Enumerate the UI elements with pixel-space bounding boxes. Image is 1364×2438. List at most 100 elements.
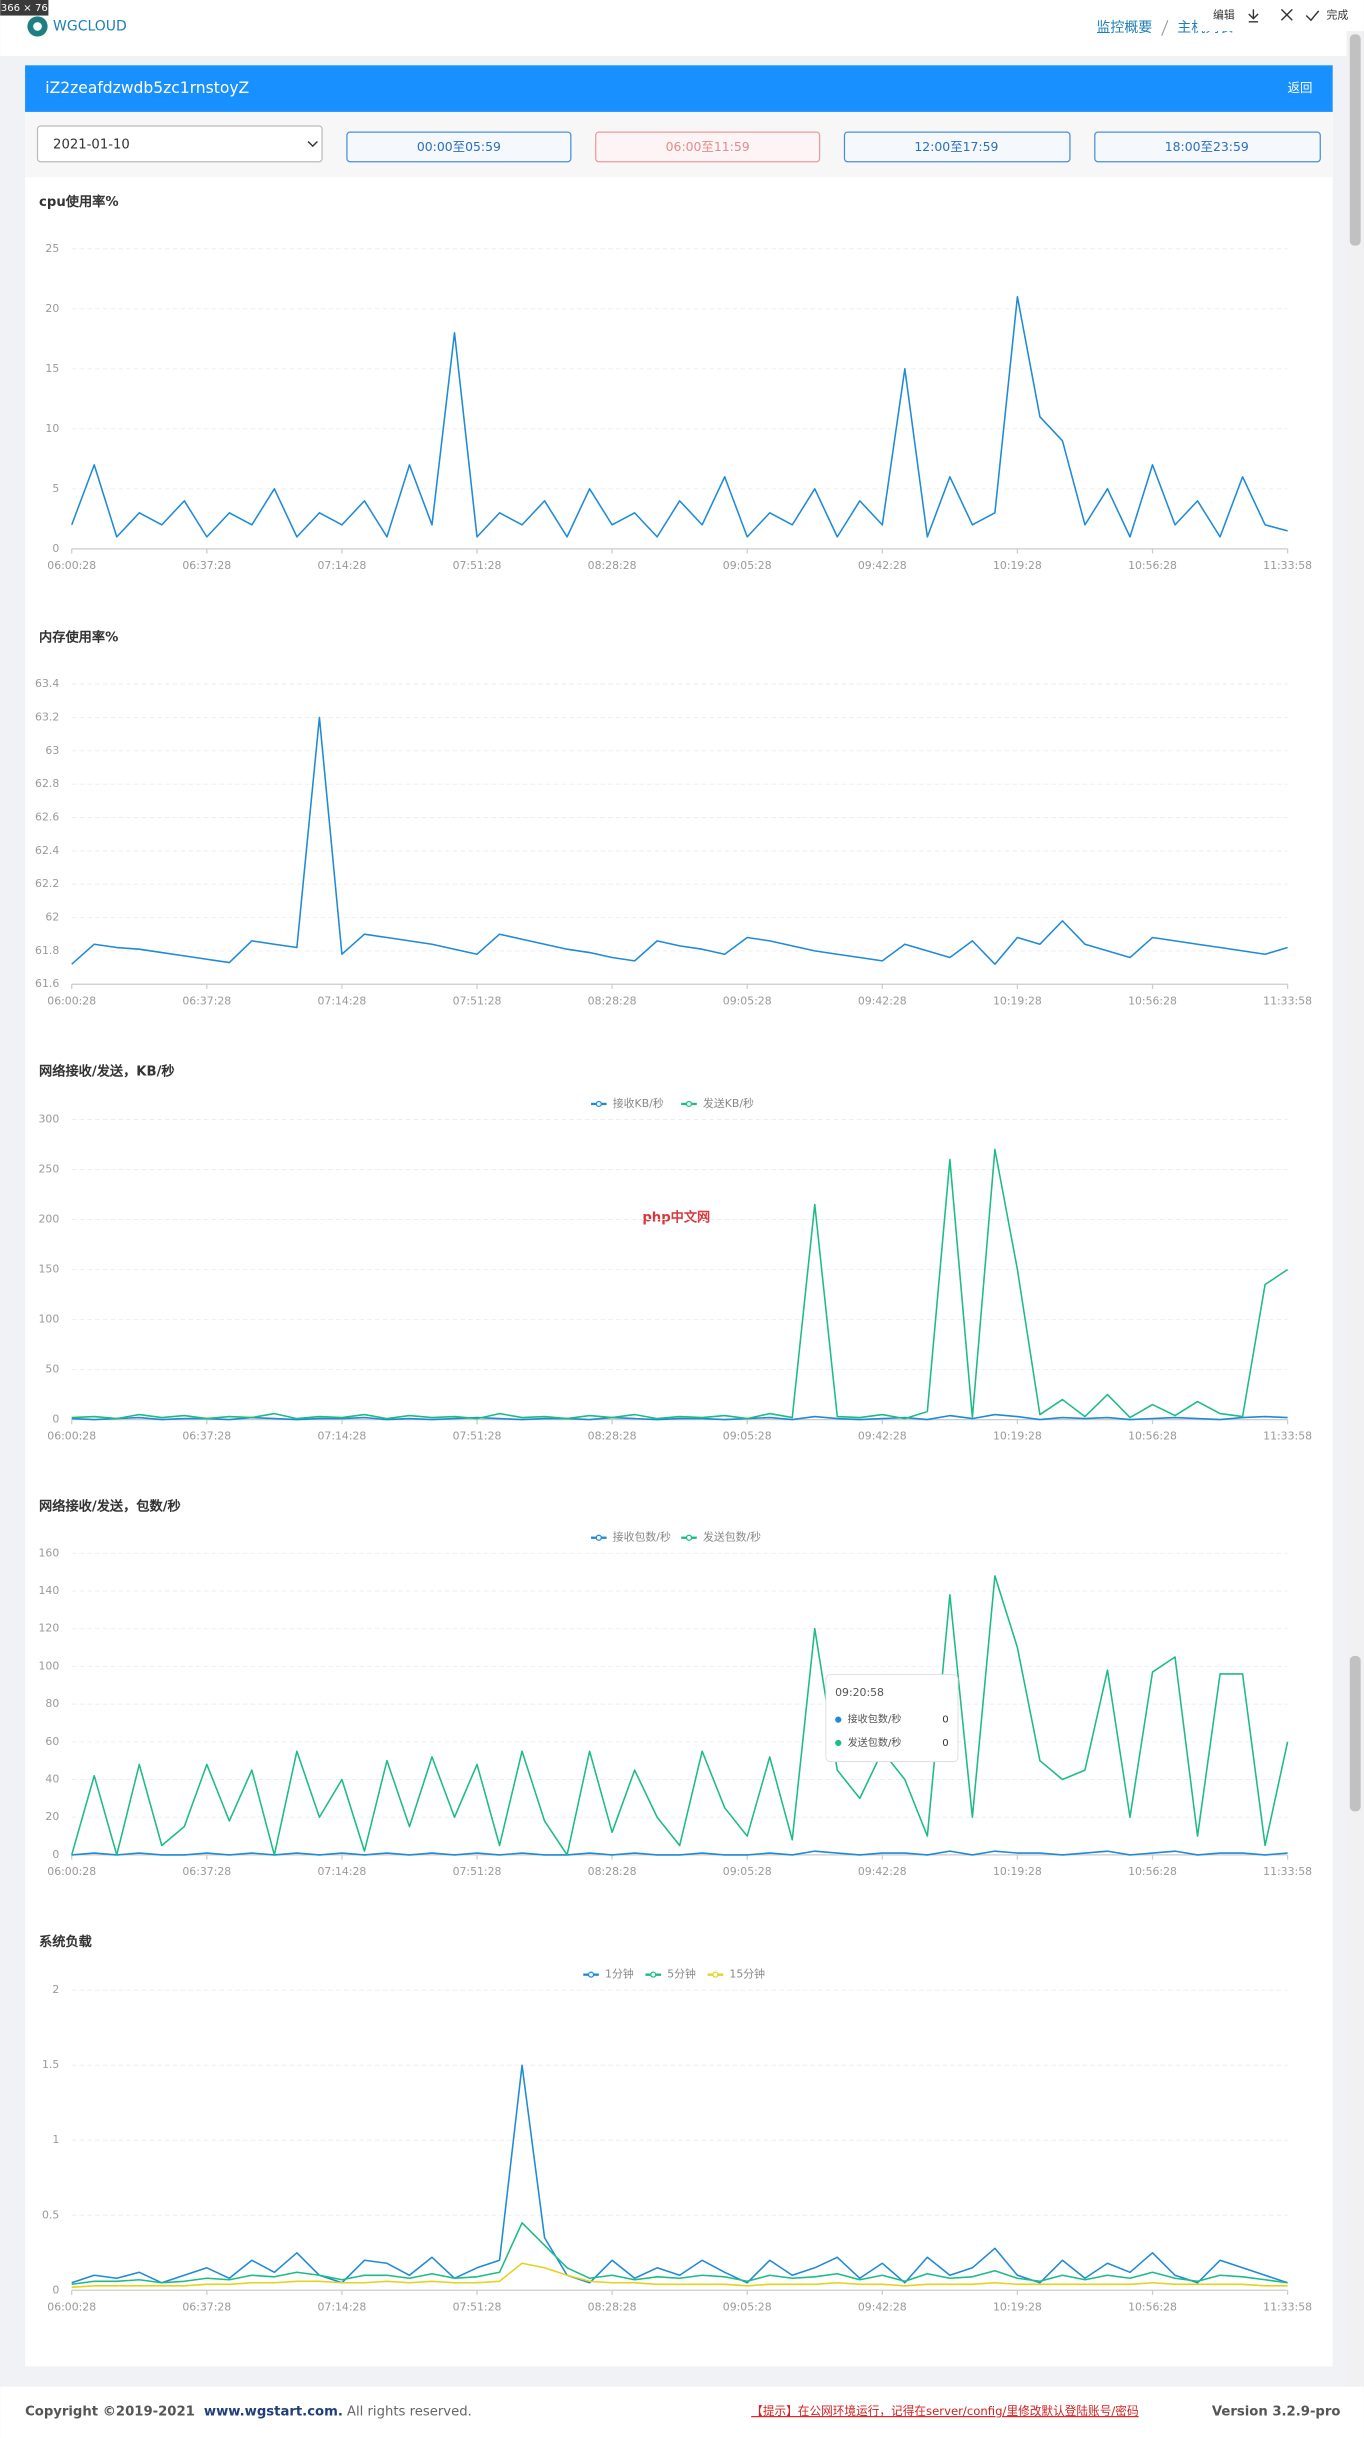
chart: 系统负载 0 0.5 1 1.5 2 06:00:28 06:37:28 07:14:28 07:… [39,1933,1312,2313]
y-tick-label: 63.2 [35,710,59,723]
tooltip-dot [835,1739,842,1747]
chart: 网络接收/发送，KB/秒 0 50 100 150 200 250 300 06:00:28 06… [39,1062,1313,1442]
x-tick-label: 07:14:28 [317,1865,366,1878]
x-tick-label: 06:37:28 [182,994,231,1007]
capture-toolbar [1197,0,1364,32]
x-tick-label: 09:42:28 [858,1865,907,1878]
x-tick-label: 11:33:58 [1263,1865,1312,1878]
range-button[interactable] [843,131,1071,163]
y-tick-label: 61.6 [35,977,59,990]
x-tick-label: 08:28:28 [588,2300,637,2313]
y-tick-label: 250 [39,1163,60,1176]
x-tick-label: 07:51:28 [453,994,502,1007]
range-button[interactable] [346,131,572,163]
x-tick-label: 11:33:58 [1263,994,1312,1007]
y-tick-label: 1 [52,2133,59,2146]
y-tick-label: 25 [45,242,59,255]
footer [0,2386,1364,2438]
y-tick-label: 15 [45,362,59,375]
legend-label: 发送包数/秒 [703,1530,761,1544]
x-tick-label: 09:05:28 [723,1865,772,1878]
x-tick-label: 06:37:28 [182,1865,231,1878]
chart: 内存使用率% 61.6 61.8 62 62.2 62.4 62.6 62.8 63 63.2 63… [35,628,1312,1007]
breadcrumb-separator [1161,20,1169,36]
x-tick-label: 10:19:28 [993,2300,1042,2313]
tooltip-title: 09:20:58 [835,1686,884,1699]
y-tick-label: 120 [39,1622,60,1635]
y-tick-label: 2 [52,1983,59,1996]
x-tick-label: 10:56:28 [1128,1430,1177,1443]
x-tick-label: 06:00:28 [47,1430,96,1443]
y-tick-label: 200 [39,1213,60,1226]
x-tick-label: 09:42:28 [858,559,907,572]
logo[interactable]: WGCLOUD [53,18,127,34]
legend-label: 1分钟 [605,1967,634,1981]
scrollbar-thumb[interactable] [1349,1655,1361,1812]
range-button-active[interactable] [595,131,821,163]
rights: All rights reserved. [347,2405,472,2420]
x-tick-label: 06:00:28 [47,1865,96,1878]
check-icon[interactable] [1305,10,1320,22]
x-tick-label: 06:37:28 [182,559,231,572]
y-tick-label: 20 [45,1810,59,1823]
y-tick-label: 61.8 [35,944,59,957]
legend-dot [595,1100,602,1108]
size-badge [0,0,49,16]
y-tick-label: 0.5 [42,2208,59,2221]
range-button[interactable] [1094,131,1321,163]
x-tick-label: 10:19:28 [993,1865,1042,1878]
x-tick-label: 10:19:28 [993,994,1042,1007]
x-tick-label: 08:28:28 [588,559,637,572]
chart-title: 网络接收/发送，KB/秒 [39,1062,175,1079]
legend-dot [712,1971,719,1978]
tip[interactable]: 【提示】在公网环境运行，记得在server/config/里修改默认登陆账号/密… [751,2404,1138,2418]
series-line [71,716,1288,965]
y-tick-label: 62.4 [35,844,59,857]
range-label: 18:00至23:59 [1165,139,1249,154]
x-tick-label: 07:51:28 [453,559,502,572]
x-tick-label: 10:19:28 [993,559,1042,572]
copyright: Copyright ©2019-2021 [25,2405,195,2420]
y-tick-label: 63.4 [35,677,59,690]
y-tick-label: 0 [52,542,59,555]
select-arrow [307,140,318,148]
y-tick-label: 150 [39,1263,60,1276]
scrollbar-thumb[interactable] [1349,34,1361,246]
legend-dot [650,1971,657,1978]
series-line [71,2262,1288,2289]
date-select[interactable] [36,125,323,163]
tooltip-name: 接收包数/秒 [848,1713,902,1726]
download-icon[interactable] [1248,9,1259,23]
y-tick-label: 300 [39,1112,60,1125]
x-tick-label: 07:14:28 [317,1430,366,1443]
y-tick-label: 40 [45,1773,59,1786]
x-tick-label: 08:28:28 [588,994,637,1007]
x-tick-label: 10:56:28 [1128,994,1177,1007]
y-tick-label: 0 [52,1848,59,1861]
y-tick-label: 100 [39,1659,60,1672]
chart-title: cpu使用率% [39,193,119,210]
x-tick-label: 08:28:28 [588,1430,637,1443]
x-tick-label: 09:05:28 [723,994,772,1007]
x-tick-label: 09:05:28 [723,2300,772,2313]
toolbar-edit[interactable]: 编辑 [1213,8,1235,22]
y-tick-label: 0 [52,1413,59,1426]
x-tick-label: 10:56:28 [1128,559,1177,572]
site-link[interactable]: www.wgstart.com. [204,2405,343,2420]
x-tick-label: 09:42:28 [858,2300,907,2313]
series-line [71,1413,1288,1421]
version: Version 3.2.9-pro [1212,2405,1341,2420]
breadcrumb-link[interactable]: 监控概要 [1096,20,1152,36]
x-tick-label: 08:28:28 [588,1865,637,1878]
close-icon[interactable] [1280,8,1293,21]
card-header [25,65,1333,112]
chart-title: 内存使用率% [39,628,118,645]
y-tick-label: 0 [52,2283,59,2296]
x-tick-label: 07:51:28 [453,1865,502,1878]
y-tick-label: 20 [45,302,59,315]
back-link[interactable]: 返回 [1288,80,1313,95]
toolbar-done[interactable]: 完成 [1326,8,1348,22]
y-tick-label: 62.6 [35,811,59,824]
